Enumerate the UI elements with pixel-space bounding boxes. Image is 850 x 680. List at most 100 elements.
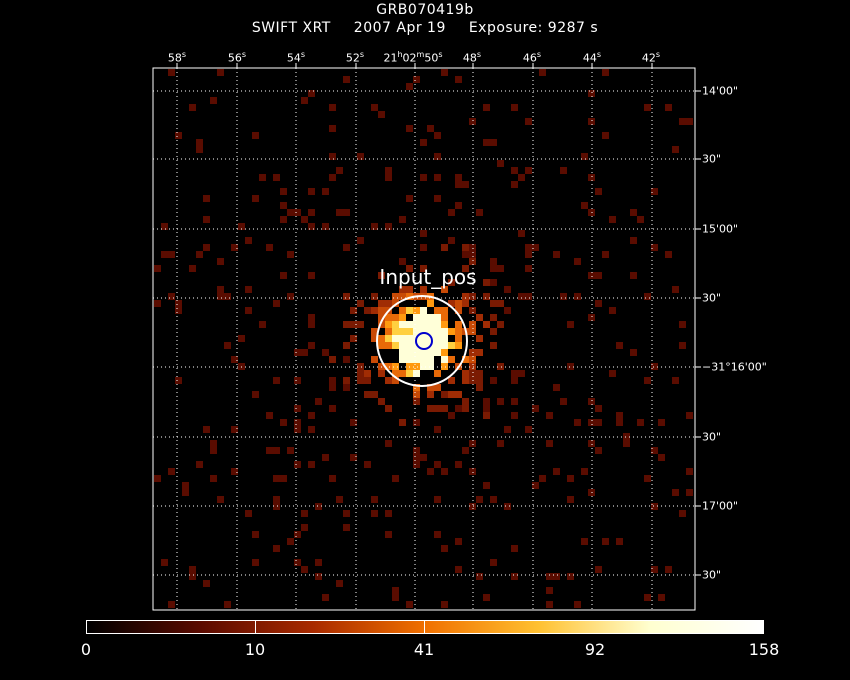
count-pixel xyxy=(168,468,175,475)
count-pixel xyxy=(672,146,679,153)
count-pixel xyxy=(217,293,224,300)
count-pixel xyxy=(399,342,406,349)
count-pixel xyxy=(203,580,210,587)
count-pixel xyxy=(595,405,602,412)
count-pixel xyxy=(588,314,595,321)
count-pixel xyxy=(455,321,462,328)
count-pixel xyxy=(189,573,196,580)
count-pixel xyxy=(588,90,595,97)
count-pixel xyxy=(497,265,504,272)
count-pixel xyxy=(511,545,518,552)
count-pixel xyxy=(686,118,693,125)
count-pixel xyxy=(189,566,196,573)
count-pixel xyxy=(525,265,532,272)
count-pixel xyxy=(364,391,371,398)
count-pixel xyxy=(609,216,616,223)
count-pixel xyxy=(469,503,476,510)
count-pixel xyxy=(434,132,441,139)
count-pixel xyxy=(560,293,567,300)
count-pixel xyxy=(385,363,392,370)
count-pixel xyxy=(637,216,644,223)
count-pixel xyxy=(616,419,623,426)
count-pixel xyxy=(553,384,560,391)
count-pixel xyxy=(420,139,427,146)
count-pixel xyxy=(490,496,497,503)
count-pixel xyxy=(350,419,357,426)
count-pixel xyxy=(546,573,553,580)
count-pixel xyxy=(161,559,168,566)
count-pixel xyxy=(483,398,490,405)
count-pixel xyxy=(504,503,511,510)
count-pixel xyxy=(322,349,329,356)
count-pixel xyxy=(231,244,238,251)
count-pixel xyxy=(420,230,427,237)
count-pixel xyxy=(525,118,532,125)
count-pixel xyxy=(504,286,511,293)
count-pixel xyxy=(644,475,651,482)
count-pixel xyxy=(308,461,315,468)
count-pixel xyxy=(623,433,630,440)
count-pixel xyxy=(378,370,385,377)
count-pixel xyxy=(301,510,308,517)
count-pixel xyxy=(175,132,182,139)
count-pixel xyxy=(259,174,266,181)
count-pixel xyxy=(322,454,329,461)
count-pixel xyxy=(280,188,287,195)
count-pixel xyxy=(518,174,525,181)
count-pixel xyxy=(420,314,427,321)
count-pixel xyxy=(322,188,329,195)
count-pixel xyxy=(441,342,448,349)
count-pixel xyxy=(567,363,574,370)
count-pixel xyxy=(315,573,322,580)
count-pixel xyxy=(455,76,462,83)
count-pixel xyxy=(161,251,168,258)
count-pixel xyxy=(336,496,343,503)
count-pixel xyxy=(469,370,476,377)
dec-tick-label: 30" xyxy=(702,152,722,166)
count-pixel xyxy=(448,279,455,286)
count-pixel xyxy=(434,496,441,503)
count-pixel xyxy=(378,335,385,342)
count-pixel xyxy=(525,167,532,174)
count-pixel xyxy=(399,286,406,293)
count-pixel xyxy=(385,300,392,307)
count-pixel xyxy=(427,391,434,398)
count-pixel xyxy=(672,286,679,293)
count-pixel xyxy=(546,412,553,419)
count-pixel xyxy=(567,573,574,580)
count-pixel xyxy=(371,307,378,314)
count-pixel xyxy=(651,503,658,510)
count-pixel xyxy=(490,377,497,384)
dec-tick-label: 14'00" xyxy=(702,84,739,98)
count-pixel xyxy=(392,587,399,594)
count-pixel xyxy=(469,118,476,125)
count-pixel xyxy=(413,328,420,335)
count-pixel xyxy=(581,468,588,475)
count-pixel xyxy=(182,482,189,489)
count-pixel xyxy=(434,384,441,391)
count-pixel xyxy=(406,307,413,314)
count-pixel xyxy=(609,307,616,314)
count-pixel xyxy=(385,335,392,342)
count-pixel xyxy=(553,251,560,258)
count-pixel xyxy=(455,181,462,188)
count-pixel xyxy=(420,335,427,342)
count-pixel xyxy=(511,573,518,580)
count-pixel xyxy=(546,601,553,608)
count-pixel xyxy=(280,475,287,482)
count-pixel xyxy=(329,475,336,482)
count-pixel xyxy=(399,335,406,342)
ra-tick-label: 42s xyxy=(641,50,661,65)
count-pixel xyxy=(462,181,469,188)
count-pixel xyxy=(455,202,462,209)
count-pixel xyxy=(497,398,504,405)
count-pixel xyxy=(329,384,336,391)
count-pixel xyxy=(525,293,532,300)
count-pixel xyxy=(455,538,462,545)
count-pixel xyxy=(378,111,385,118)
count-pixel xyxy=(252,132,259,139)
count-pixel xyxy=(168,69,175,76)
count-pixel xyxy=(476,209,483,216)
count-pixel xyxy=(413,461,420,468)
count-pixel xyxy=(490,300,497,307)
